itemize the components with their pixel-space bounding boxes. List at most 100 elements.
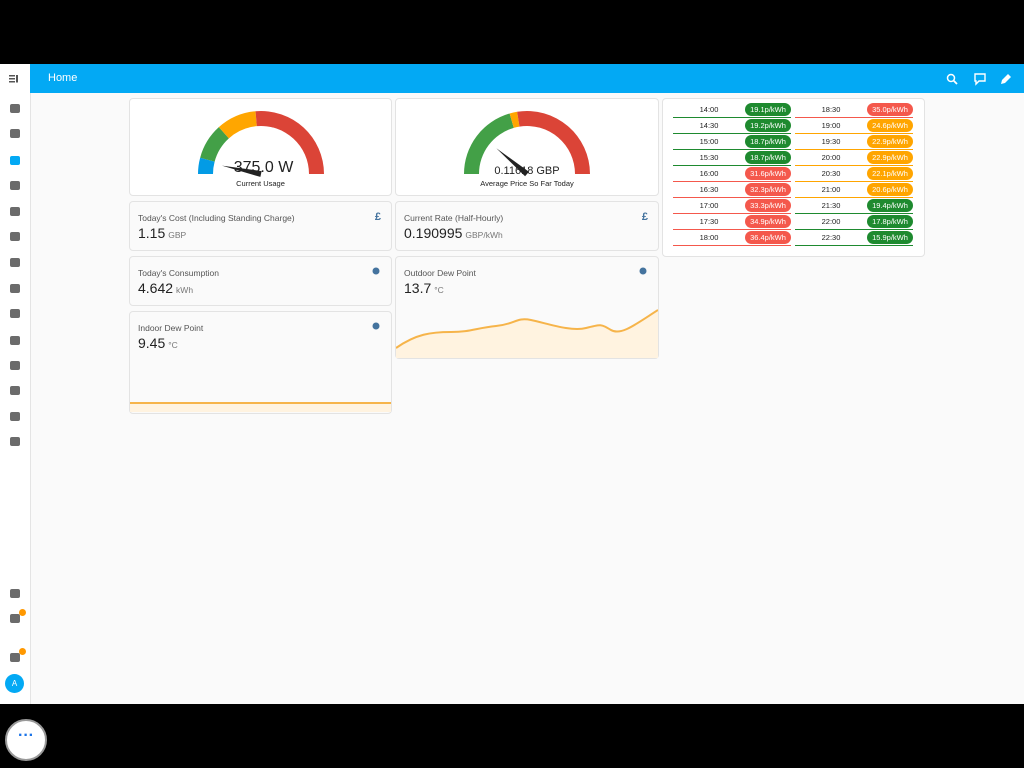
rate-badge: 18.7p/kWh — [745, 151, 791, 164]
entity-name: Today's Cost (Including Standing Charge) — [138, 213, 295, 223]
entity-name: Indoor Dew Point — [138, 323, 204, 333]
rate-underline — [795, 117, 913, 118]
rate-badge: 22.9p/kWh — [867, 135, 913, 148]
nav-icon[interactable] — [10, 336, 20, 345]
nav-icon[interactable] — [10, 361, 20, 370]
rate-time: 16:30 — [699, 185, 719, 194]
entity-icon — [638, 266, 648, 278]
rate-underline — [673, 213, 791, 214]
state-unit: GBP/kWh — [465, 230, 503, 240]
rate-row: 14:30 19.2p/kWh — [673, 118, 791, 134]
rate-time: 19:00 — [821, 121, 841, 130]
rate-underline — [795, 245, 913, 246]
rate-time: 20:00 — [821, 153, 841, 162]
nav-icon[interactable] — [10, 181, 20, 190]
entity-name: Current Rate (Half-Hourly) — [404, 213, 504, 223]
state-value: 13.7 — [404, 280, 432, 296]
gauge-segment — [200, 127, 229, 162]
app: A Home 375.0 W Current Usage 0.11618 GBP… — [0, 64, 1024, 704]
header-title: Home — [48, 72, 78, 84]
nav-icon[interactable] — [10, 614, 20, 623]
entity-icon: £ — [374, 211, 381, 223]
floating-button[interactable]: ··· — [5, 719, 47, 761]
nav-icon[interactable] — [10, 129, 20, 138]
rate-row: 21:00 20.6p/kWh — [795, 182, 913, 198]
gauge-card: 0.11618 GBP Average Price So Far Today — [395, 98, 659, 196]
gauge-needle — [496, 148, 529, 177]
gauge-segment — [218, 111, 257, 139]
gauge — [198, 111, 324, 177]
icon-dot — [639, 267, 647, 275]
state-value: 9.45 — [138, 335, 166, 351]
nav-icon[interactable] — [10, 232, 20, 241]
entity-card: Today's Consumption 4.642 kWh — [129, 256, 392, 306]
nav-icon[interactable] — [10, 156, 20, 165]
rate-time: 15:30 — [699, 153, 719, 162]
gauge-segment — [255, 111, 324, 174]
gauge-segment — [517, 111, 590, 174]
gauge-segment — [198, 157, 215, 174]
gauge-segment — [464, 113, 514, 174]
gauge — [464, 111, 590, 177]
entity-icon: £ — [641, 211, 648, 223]
state-unit: GBP — [168, 230, 187, 240]
nav-icon[interactable] — [10, 284, 20, 293]
rate-underline — [795, 229, 913, 230]
nav-icon[interactable] — [10, 104, 20, 113]
rate-row: 15:00 18.7p/kWh — [673, 134, 791, 150]
rate-underline — [673, 149, 791, 150]
entity-icon — [371, 266, 381, 278]
entity-state: 13.7 °C — [404, 280, 444, 296]
nav-icon[interactable] — [10, 207, 20, 216]
sidebar-icons — [9, 75, 18, 83]
rate-row: 15:30 18.7p/kWh — [673, 150, 791, 166]
sparkline — [396, 309, 658, 358]
state-value: 1.15 — [138, 225, 166, 241]
entity-icon — [371, 321, 381, 333]
rate-badge: 20.6p/kWh — [867, 183, 913, 196]
entity-state: 9.45 °C — [138, 335, 178, 351]
nav-icon[interactable] — [10, 309, 20, 318]
rate-badge: 22.1p/kWh — [867, 167, 913, 180]
rate-underline — [673, 197, 791, 198]
nav-icon[interactable] — [10, 653, 20, 662]
entity-name: Today's Consumption — [138, 268, 219, 278]
gauge-segment — [509, 111, 520, 128]
rate-time: 22:30 — [821, 233, 841, 242]
icon — [639, 267, 647, 275]
rate-badge: 31.6p/kWh — [745, 167, 791, 180]
rate-row: 18:00 36.4p/kWh — [673, 230, 791, 246]
badge — [19, 609, 26, 616]
rate-underline — [673, 133, 791, 134]
rate-time: 17:30 — [699, 217, 719, 226]
rate-badge: 15.9p/kWh — [867, 231, 913, 244]
state-unit: °C — [434, 285, 444, 295]
sparkline — [130, 402, 391, 412]
rate-underline — [673, 181, 791, 182]
icon — [372, 322, 380, 330]
nav-icon[interactable] — [10, 412, 20, 421]
rate-row: 22:30 15.9p/kWh — [795, 230, 913, 246]
rate-time: 18:00 — [699, 233, 719, 242]
nav-icon[interactable] — [10, 386, 20, 395]
state-value: 4.642 — [138, 280, 174, 296]
rate-underline — [795, 197, 913, 198]
rate-badge: 22.9p/kWh — [867, 151, 913, 164]
sidebar: A — [0, 64, 31, 704]
rate-row: 18:30 35.0p/kWh — [795, 102, 913, 118]
nav-icon[interactable] — [10, 258, 20, 267]
nav-icon[interactable] — [10, 589, 20, 598]
rate-underline — [795, 213, 913, 214]
rate-row: 21:30 19.4p/kWh — [795, 198, 913, 214]
rate-underline — [795, 181, 913, 182]
rate-time: 18:30 — [821, 105, 841, 114]
gauge-value: 0.11618 GBP — [494, 165, 560, 177]
rate-badge: 34.9p/kWh — [745, 215, 791, 228]
rate-row: 14:00 19.1p/kWh — [673, 102, 791, 118]
avatar[interactable]: A — [5, 674, 24, 693]
header-actions[interactable] — [945, 72, 1015, 86]
nav-icon[interactable] — [10, 437, 20, 446]
rate-underline — [673, 229, 791, 230]
entity-name: Outdoor Dew Point — [404, 268, 476, 278]
